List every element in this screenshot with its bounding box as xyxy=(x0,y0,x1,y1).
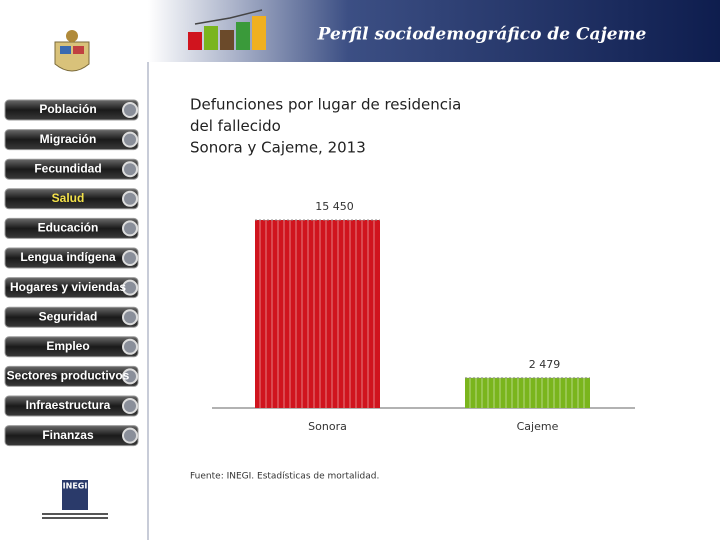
menu-button[interactable]: Seguridad xyxy=(4,306,139,328)
bar xyxy=(465,377,590,408)
menu-label: Sectores productivos xyxy=(7,369,130,383)
menu-button-knob xyxy=(122,398,138,414)
menu-button[interactable]: Migración xyxy=(4,129,139,151)
value-label: 15 450 xyxy=(315,200,354,213)
chart: Defunciones por lugar de residencia del f… xyxy=(190,96,635,482)
menu-label: Lengua indígena xyxy=(20,250,116,264)
chart-title: Sonora y Cajeme, 2013 xyxy=(190,139,366,157)
chart-title: Defunciones por lugar de residencia xyxy=(190,96,461,114)
menu-label: Empleo xyxy=(46,339,89,353)
header-title: Perfil sociodemográfico de Cajeme xyxy=(317,25,647,45)
menu-label: Fecundidad xyxy=(34,161,101,175)
menu-button[interactable]: Salud xyxy=(4,188,139,210)
menu-button[interactable]: Sectores productivos xyxy=(4,365,139,387)
menu-label: Educación xyxy=(38,221,99,235)
menu-button-knob xyxy=(122,338,138,355)
menu-button-knob xyxy=(122,131,138,148)
value-label: 2 479 xyxy=(529,358,561,371)
menu: Población Migración Fecundidad Salud Educaci… xyxy=(4,99,139,447)
menu-label: Infraestructura xyxy=(26,398,111,412)
source-note: Fuente: INEGI. Estadísticas de mortalida… xyxy=(190,472,379,482)
x-tick-label: Sonora xyxy=(308,420,347,433)
menu-button[interactable]: Educación xyxy=(4,217,139,239)
x-tick-label: Cajeme xyxy=(517,420,559,433)
menu-button[interactable]: Finanzas xyxy=(4,425,139,447)
menu-button-knob xyxy=(122,102,138,118)
menu-button-knob xyxy=(122,427,138,444)
menu-button[interactable]: Fecundidad xyxy=(4,158,139,180)
menu-button-knob xyxy=(122,309,138,326)
inegi-logo: INEGI xyxy=(42,480,108,519)
menu-button-knob xyxy=(122,220,138,237)
menu-label: Finanzas xyxy=(42,428,94,442)
menu-button[interactable]: Hogares y viviendas xyxy=(4,277,139,299)
logo-text: INEGI xyxy=(63,482,88,491)
menu-label: Migración xyxy=(40,132,97,146)
menu-label: Salud xyxy=(52,191,85,205)
menu-button[interactable]: Infraestructura xyxy=(4,395,139,417)
coat-of-arms xyxy=(54,30,90,72)
menu-label: Seguridad xyxy=(39,309,98,323)
menu-button[interactable]: Población xyxy=(4,99,139,121)
bar xyxy=(255,220,380,408)
menu-button[interactable]: Empleo xyxy=(4,336,139,358)
menu-button-knob xyxy=(122,368,138,385)
menu-button-knob xyxy=(122,161,138,178)
menu-button-knob xyxy=(122,250,138,266)
chart-icon xyxy=(188,9,266,50)
menu-button-knob xyxy=(122,190,138,207)
chart-title: del fallecido xyxy=(190,117,281,135)
menu-button[interactable]: Lengua indígena xyxy=(4,247,139,269)
menu-button-knob xyxy=(122,279,138,296)
menu-label: Población xyxy=(39,102,96,116)
menu-label: Hogares y viviendas xyxy=(10,280,126,294)
